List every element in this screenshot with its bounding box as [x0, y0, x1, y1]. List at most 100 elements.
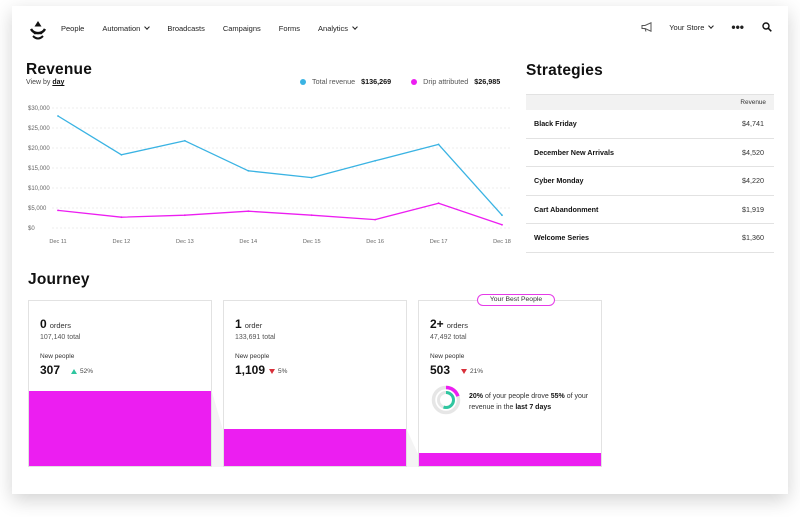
data-point [57, 209, 59, 212]
new-people-label: New people [40, 353, 75, 360]
view-by-select[interactable]: day [52, 79, 65, 86]
y-tick-label: $30,000 [28, 106, 50, 112]
nav-item-label: Campaigns [222, 24, 261, 33]
nav-item-campaigns[interactable]: Campaigns [223, 24, 261, 33]
nav-menu: People Automation Broadcasts Campaigns Forms… [61, 24, 358, 33]
donut-people-arc [431, 385, 461, 415]
nav-item-automation[interactable]: Automation [102, 24, 151, 33]
journey-bar [419, 453, 601, 466]
new-people-value: 503 [430, 363, 451, 377]
drip-logo-icon[interactable] [28, 20, 48, 42]
orders-total: 133,691 total [235, 334, 276, 341]
strategy-row[interactable]: Cart Abandonment $1,919 [526, 196, 774, 224]
data-point [57, 115, 59, 117]
orders-count: 1 order [235, 317, 263, 331]
donut-revenue-arc [437, 391, 455, 409]
change-indicator: 5% [269, 368, 287, 375]
legend-value-drip: $26,985 [474, 77, 501, 86]
strategy-name: Welcome Series [534, 233, 590, 243]
megaphone-icon[interactable] [641, 22, 655, 32]
x-tick-label: Dec 17 [430, 239, 448, 244]
legend-dot-drip [411, 78, 418, 85]
nav-right: Your Store ••• [641, 20, 772, 34]
legend-label-drip: Drip attributed [423, 77, 469, 86]
nav-item-forms[interactable]: Forms [279, 24, 300, 33]
new-people-label: New people [430, 353, 465, 360]
store-switcher[interactable]: Your Store [669, 22, 715, 32]
new-people-value: 307 [40, 363, 61, 377]
x-tick-label: Dec 18 [493, 239, 511, 244]
legend-value-total: $136,269 [361, 77, 392, 86]
strategy-name: December New Arrivals [534, 147, 615, 157]
orders-total: 47,492 total [430, 334, 467, 341]
nav-item-people[interactable]: People [61, 24, 84, 33]
strategy-name: Black Friday [534, 119, 577, 129]
data-point [374, 218, 377, 221]
y-tick-label: $15,000 [28, 166, 50, 172]
revenue-title: Revenue [26, 61, 93, 78]
chevron-down-icon [708, 22, 715, 29]
journey-bar [224, 429, 406, 466]
strategy-revenue: $1,919 [742, 204, 764, 214]
strategies-table: Revenue Black Friday $4,741 December New A… [526, 94, 774, 253]
view-by-label: View by [26, 79, 51, 86]
data-point [247, 210, 250, 213]
journey-bar [29, 391, 211, 466]
nav-item-label: Broadcasts [167, 24, 205, 33]
strategy-name: Cart Abandonment [534, 204, 599, 214]
store-label: Your Store [669, 22, 705, 32]
series-line-drip-attributed [57, 202, 503, 226]
data-point [437, 143, 440, 146]
data-point [437, 202, 440, 205]
revenue-chart: $0 $5,000 $10,000 $15,000 $20,000 $25,000 $30,… [28, 106, 511, 244]
x-tick-label: Dec 14 [239, 239, 257, 244]
x-tick-label: Dec 13 [176, 239, 194, 244]
new-people-label: New people [235, 353, 270, 360]
strategy-revenue: $4,741 [742, 119, 764, 129]
trend-down-icon [269, 369, 275, 374]
data-point [310, 176, 313, 179]
data-point [183, 214, 186, 217]
trend-up-icon [71, 369, 77, 374]
strategy-row[interactable]: Welcome Series $1,360 [526, 224, 774, 253]
strategies-column-header: Revenue [526, 94, 774, 110]
orders-total: 107,140 total [40, 334, 81, 341]
orders-count: 2+ orders [430, 317, 468, 331]
data-point [120, 216, 123, 219]
y-tick-label: $20,000 [28, 146, 50, 152]
nav-item-analytics[interactable]: Analytics [318, 24, 358, 33]
x-tick-label: Dec 15 [303, 239, 321, 244]
strategy-revenue: $1,360 [742, 233, 764, 243]
data-point [501, 214, 503, 217]
trend-down-icon [461, 369, 467, 374]
legend-dot-total [300, 78, 306, 85]
journey-card-1-order[interactable]: 1 order 133,691 total New people 1,109 5% [223, 300, 407, 467]
funnel-connector [407, 430, 418, 467]
strategy-revenue: $4,220 [742, 176, 764, 186]
more-menu-icon[interactable]: ••• [731, 20, 744, 34]
strategy-row[interactable]: Cyber Monday $4,220 [526, 167, 774, 196]
journey-card-2plus-orders[interactable]: 2+ orders 47,492 total New people 503 21%… [418, 300, 602, 467]
strategy-row[interactable]: December New Arrivals $4,520 [526, 139, 774, 167]
best-people-donut [431, 385, 461, 415]
x-tick-label: Dec 16 [366, 239, 384, 244]
data-point [120, 153, 123, 156]
nav-item-label: Analytics [318, 24, 349, 33]
x-tick-label: Dec 11 [49, 239, 66, 244]
app-frame: People Automation Broadcasts Campaigns Forms… [12, 6, 788, 494]
data-point [247, 169, 250, 172]
search-icon[interactable] [762, 22, 772, 32]
journey-card-0-orders[interactable]: 0 orders 107,140 total New people 307 52% [28, 300, 212, 467]
series-line-total-revenue [57, 115, 503, 216]
strategy-name: Cyber Monday [534, 176, 584, 186]
chevron-down-icon [352, 24, 358, 30]
nav-item-broadcasts[interactable]: Broadcasts [167, 24, 205, 33]
legend-label-total: Total revenue [312, 77, 356, 86]
chart-legend: Total revenue $136,269 Drip attributed $… [300, 77, 500, 86]
strategy-row[interactable]: Black Friday $4,741 [526, 110, 774, 139]
y-tick-label: $5,000 [28, 206, 47, 212]
change-indicator: 52% [71, 368, 93, 375]
nav-item-label: Forms [278, 24, 301, 33]
data-point [501, 223, 503, 226]
funnel-connector [212, 392, 223, 467]
